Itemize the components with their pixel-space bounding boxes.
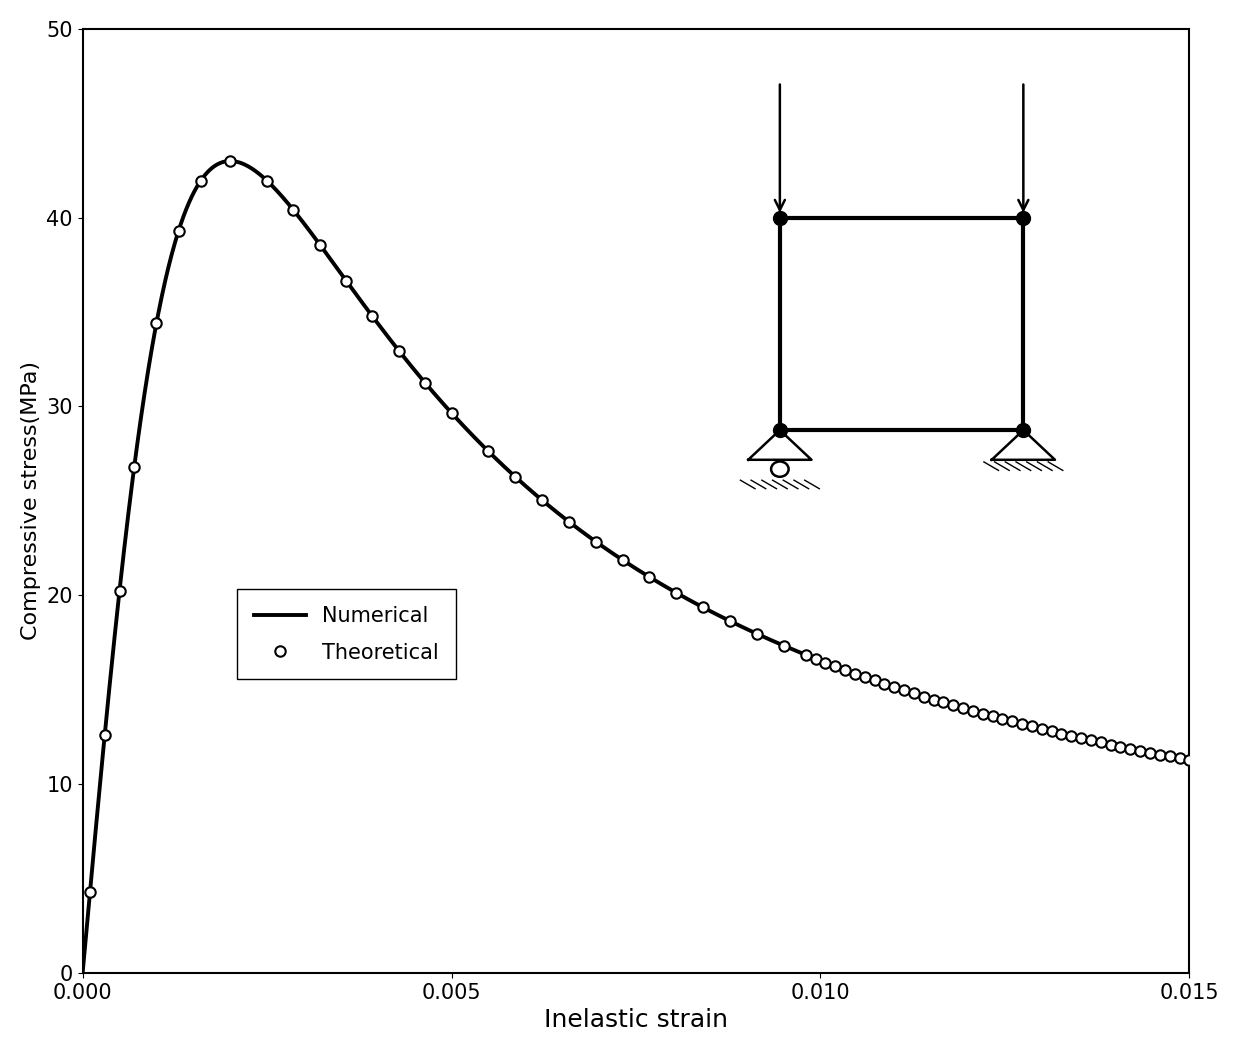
Line: Numerical: Numerical — [83, 161, 1189, 973]
Theoretical — [808, 653, 823, 665]
Theoretical — [83, 886, 98, 898]
X-axis label: Inelastic strain: Inelastic strain — [544, 1008, 728, 1032]
Theoretical — [508, 471, 523, 483]
Numerical — [1151, 748, 1166, 760]
Theoretical — [1182, 754, 1197, 767]
Theoretical — [906, 688, 921, 700]
Legend: Numerical, Theoretical: Numerical, Theoretical — [237, 590, 456, 679]
Numerical — [76, 967, 91, 979]
Numerical — [223, 155, 238, 167]
Y-axis label: Compressive stress(MPa): Compressive stress(MPa) — [21, 361, 41, 640]
Theoretical — [223, 155, 238, 167]
Numerical — [1182, 754, 1197, 767]
Numerical — [614, 553, 629, 565]
Theoretical — [481, 445, 496, 458]
Numerical — [131, 424, 146, 437]
Numerical — [1149, 748, 1164, 760]
Numerical — [947, 699, 962, 712]
Numerical — [584, 533, 599, 545]
Line: Theoretical: Theoretical — [84, 156, 1194, 897]
Theoretical — [1123, 742, 1138, 755]
Theoretical — [916, 690, 931, 702]
